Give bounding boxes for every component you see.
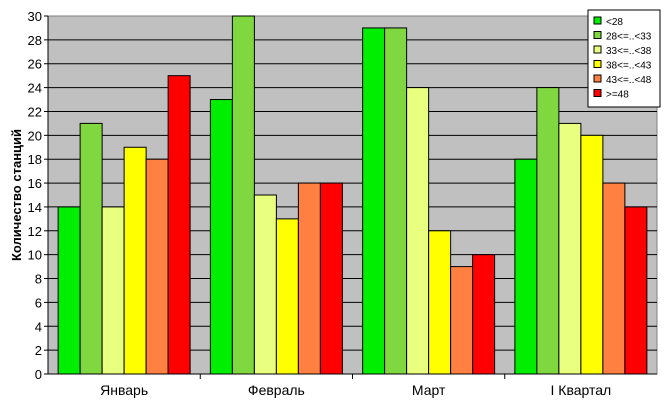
bar xyxy=(231,15,255,375)
bar xyxy=(209,99,233,375)
legend-swatch xyxy=(593,45,602,54)
legend-label: 28<=..<33 xyxy=(606,32,652,43)
bar xyxy=(167,75,191,375)
legend-label: 43<=..<48 xyxy=(606,75,652,86)
bar xyxy=(472,254,496,375)
y-tick-label: 4 xyxy=(35,319,42,334)
bar xyxy=(514,158,538,375)
bar xyxy=(384,27,408,375)
bar xyxy=(558,122,582,375)
bar xyxy=(123,146,147,375)
bar xyxy=(428,230,452,375)
x-tick-label: Январь xyxy=(100,382,148,398)
y-tick-label: 20 xyxy=(28,128,42,143)
bar xyxy=(253,194,277,375)
bar xyxy=(536,87,560,375)
legend-swatch xyxy=(593,74,602,83)
y-tick-label: 8 xyxy=(35,272,42,287)
y-tick-label: 28 xyxy=(28,33,42,48)
y-tick-label: 16 xyxy=(28,176,42,191)
y-tick-label: 26 xyxy=(28,57,42,72)
legend-label: 38<=..<43 xyxy=(606,61,652,72)
y-tick-label: 18 xyxy=(28,152,42,167)
y-tick-label: 0 xyxy=(35,367,42,382)
bar xyxy=(57,206,81,375)
bar xyxy=(319,182,343,375)
y-tick-label: 2 xyxy=(35,343,42,358)
legend-swatch xyxy=(593,60,602,68)
y-tick-label: 14 xyxy=(28,200,42,215)
bar xyxy=(362,27,386,375)
bars xyxy=(57,15,648,375)
legend-label: >=48 xyxy=(606,90,629,101)
x-tick-label: Февраль xyxy=(248,382,305,398)
bar xyxy=(406,87,430,375)
legend-label: <28 xyxy=(606,17,623,28)
y-tick-label: 10 xyxy=(28,248,42,263)
legend-label: 33<=..<38 xyxy=(606,46,652,57)
y-axis-title: Количество станций xyxy=(9,129,24,261)
bar xyxy=(101,206,125,375)
bar xyxy=(624,206,648,375)
x-tick-label: Март xyxy=(412,382,446,398)
bar xyxy=(450,266,474,375)
legend-swatch xyxy=(593,89,602,97)
y-tick-label: 12 xyxy=(28,224,42,239)
bar xyxy=(275,218,299,375)
bar xyxy=(145,158,169,375)
legend: <28 28<=..<33 33<=..<38 38<=..<43 43<=..<48 >… xyxy=(587,9,661,108)
x-tick-label: I Квартал xyxy=(551,382,612,398)
legend-swatch xyxy=(593,31,602,39)
bar xyxy=(79,122,103,375)
y-tick-label: 24 xyxy=(28,81,42,96)
y-tick-label: 6 xyxy=(35,295,42,310)
y-tick-label: 22 xyxy=(28,104,42,119)
bar xyxy=(297,182,321,375)
bar xyxy=(602,182,626,375)
legend-swatch xyxy=(593,16,602,25)
y-tick-label: 30 xyxy=(28,9,42,24)
bar xyxy=(580,134,604,375)
